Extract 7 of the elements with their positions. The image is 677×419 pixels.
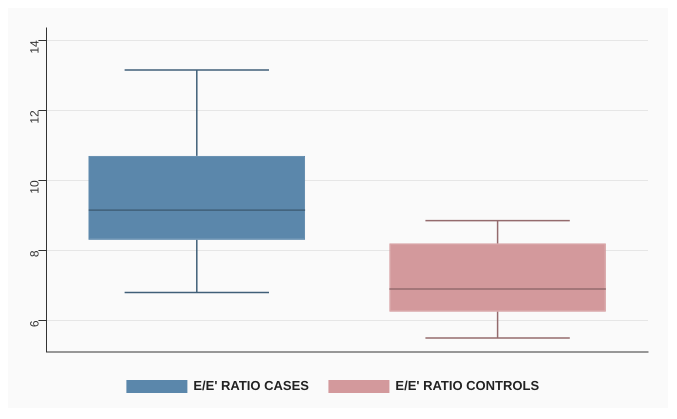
y-tick-label: 12: [28, 110, 42, 124]
y-tick-label: 10: [28, 180, 42, 194]
legend-label: E/E' RATIO CONTROLS: [395, 378, 540, 394]
y-tick-label: 14: [28, 40, 42, 54]
y-tick-label: 6: [28, 320, 42, 328]
legend-label: E/E' RATIO CASES: [193, 378, 310, 394]
y-tick-label: 8: [28, 250, 42, 258]
